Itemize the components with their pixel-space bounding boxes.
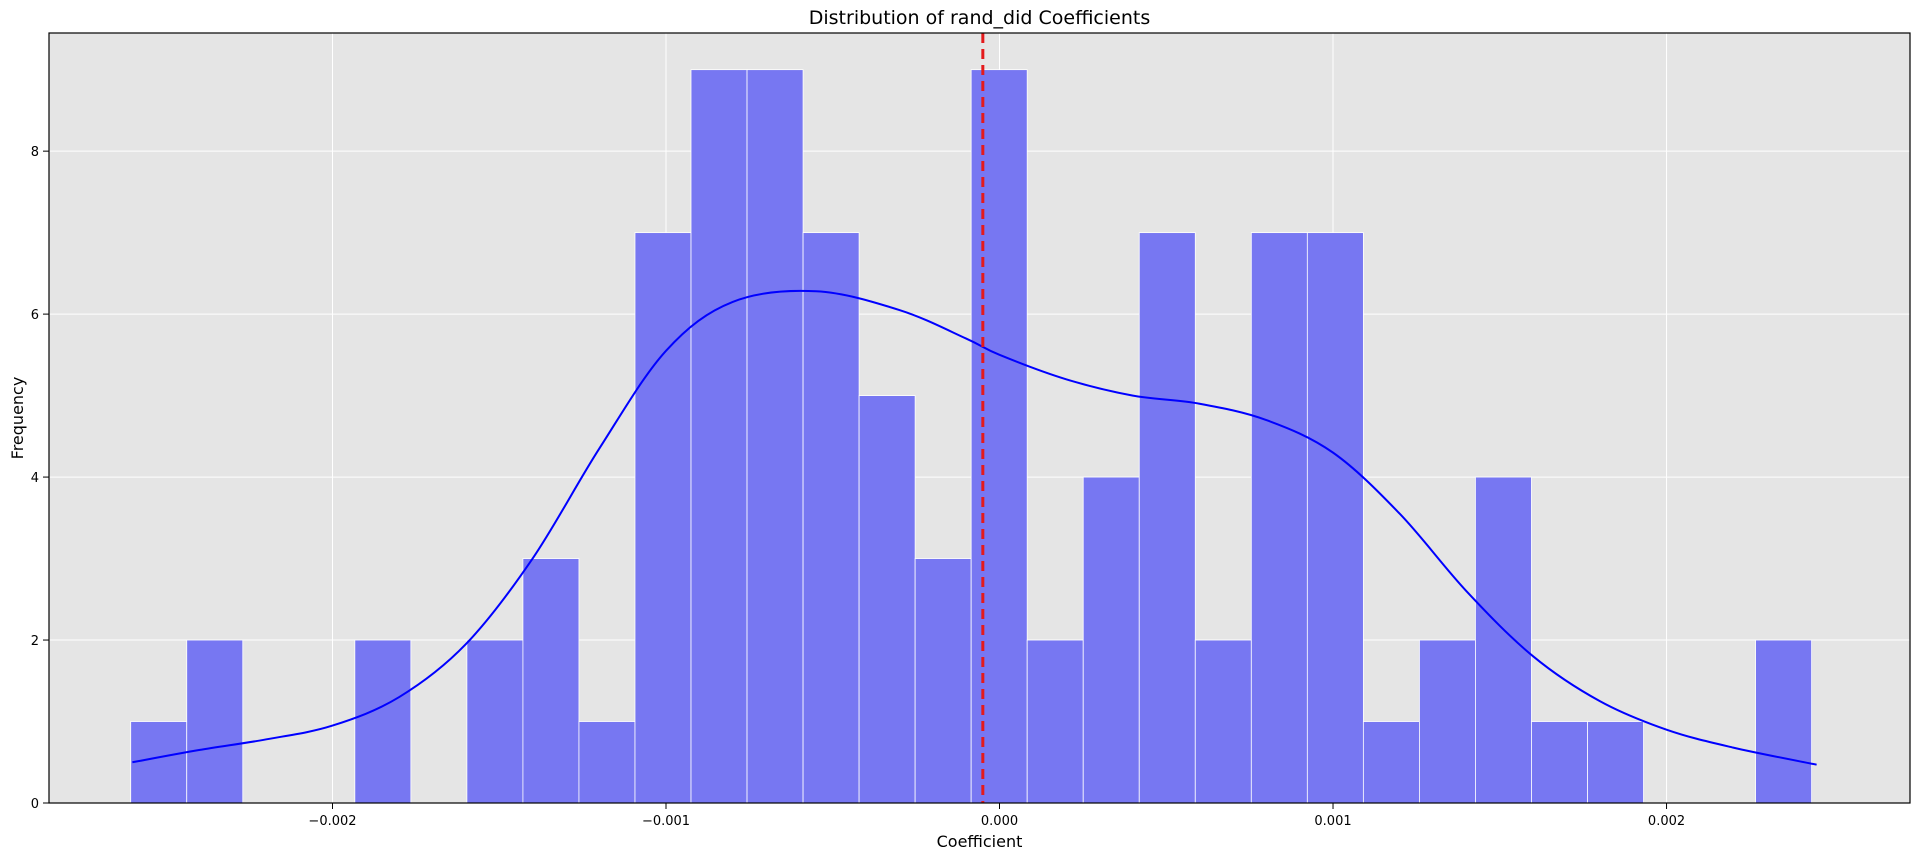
- y-tick-label: 4: [31, 471, 39, 486]
- histogram-bar: [1194, 639, 1252, 804]
- histogram-bar: [1082, 476, 1140, 804]
- histogram-bar: [1755, 639, 1813, 804]
- x-tick-label: −0.002: [308, 814, 356, 829]
- x-tick-label: −0.001: [642, 814, 690, 829]
- x-tick-label: 0.002: [1648, 814, 1685, 829]
- histogram-bar: [1250, 232, 1308, 804]
- histogram-bar: [802, 232, 860, 804]
- histogram-bar: [1026, 639, 1084, 804]
- y-tick-label: 2: [31, 634, 39, 649]
- y-tick-label: 0: [31, 797, 39, 812]
- x-tick-label: 0.000: [981, 814, 1018, 829]
- kde-curve: [132, 289, 1817, 766]
- histogram-bar: [1475, 476, 1532, 804]
- histogram-bar: [466, 639, 524, 804]
- histogram-bar: [578, 721, 636, 804]
- histogram-bars: [130, 69, 1813, 804]
- histogram-bar: [186, 639, 244, 804]
- y-axis-label: Frequency: [8, 377, 27, 460]
- histogram-bar: [970, 69, 1028, 804]
- histogram-bar: [914, 558, 972, 804]
- histogram-bar: [1138, 232, 1196, 804]
- plot-frame: [48, 32, 1911, 804]
- x-tick-label: 0.001: [1314, 814, 1351, 829]
- chart-title: Distribution of rand_did Coefficients: [809, 7, 1151, 29]
- y-tick-label: 6: [31, 308, 39, 323]
- y-tick-label: 8: [31, 145, 39, 160]
- histogram-bar: [690, 69, 748, 804]
- histogram-bar: [522, 558, 580, 804]
- histogram-bar: [634, 232, 692, 804]
- y-axis-ticks: 0 2 4 6 8: [31, 145, 49, 812]
- x-axis-label: Coefficient: [937, 832, 1023, 851]
- histogram-bar: [746, 69, 804, 804]
- histogram-bar: [858, 395, 916, 804]
- histogram-bar: [1531, 721, 1588, 804]
- x-axis-ticks: −0.002 −0.001 0.000 0.001 0.002: [308, 803, 1685, 829]
- histogram-bar: [1587, 721, 1644, 804]
- histogram-bar: [354, 639, 412, 804]
- histogram-bar: [1306, 232, 1364, 804]
- histogram-bar: [130, 721, 188, 804]
- histogram-bar: [1419, 639, 1476, 804]
- histogram-bar: [1362, 721, 1420, 804]
